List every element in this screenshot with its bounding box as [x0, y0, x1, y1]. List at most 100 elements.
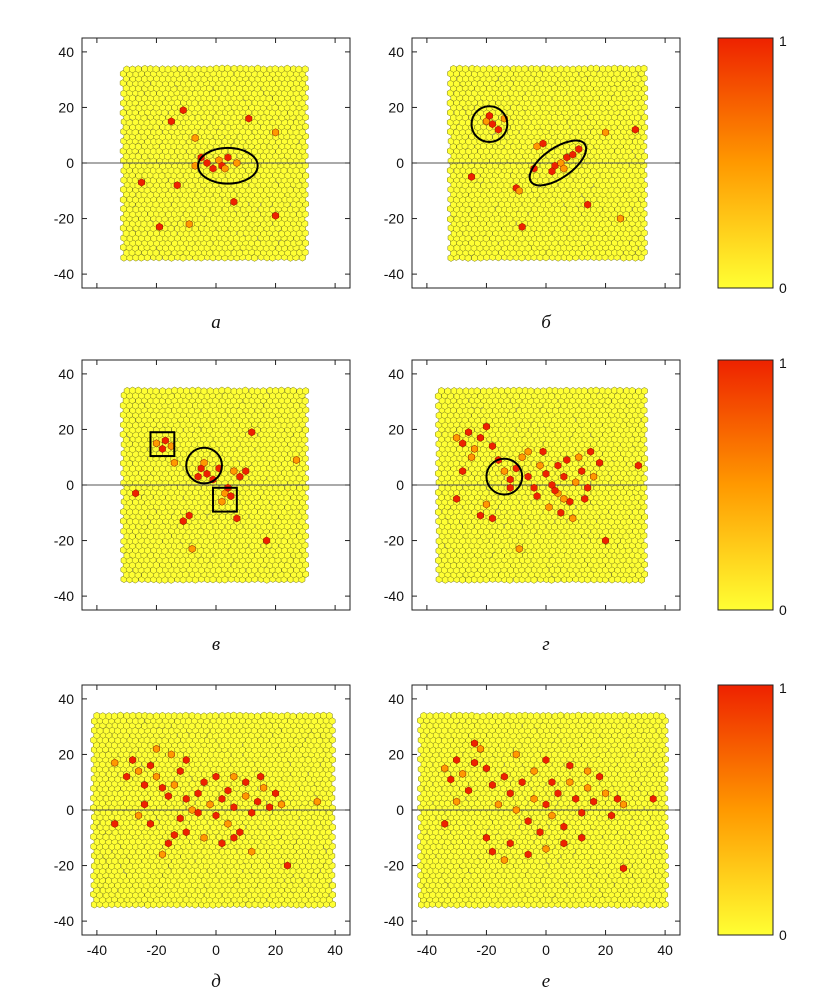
damaged-cell: [313, 797, 321, 806]
damaged-cell: [578, 467, 586, 476]
specimen-cells: [119, 64, 310, 262]
damaged-cell: [488, 442, 496, 451]
damaged-cell: [539, 139, 547, 148]
damaged-cell: [248, 847, 256, 856]
damaged-cell: [459, 769, 467, 778]
y-tick-label: -40: [384, 588, 404, 604]
damaged-cell: [468, 172, 476, 181]
damaged-cell: [182, 794, 190, 803]
damaged-cell: [209, 164, 217, 173]
damaged-cell: [488, 120, 496, 129]
damaged-cell: [482, 500, 490, 509]
damaged-cell: [476, 744, 484, 753]
damaged-cell: [194, 789, 202, 798]
damaged-cell: [152, 439, 160, 448]
damaged-cell: [578, 808, 586, 817]
damaged-cell: [135, 767, 143, 776]
damaged-cell: [283, 861, 291, 870]
specimen-cells: [417, 711, 669, 909]
damaged-cell: [292, 455, 300, 465]
colorbar-min-label: 0: [779, 280, 787, 296]
damaged-cell: [536, 828, 544, 837]
panel-3: 40 20 0 -20 -40 в: [54, 359, 351, 655]
damaged-cells: [111, 744, 321, 870]
damaged-cell: [218, 497, 226, 506]
damaged-cell: [242, 792, 250, 801]
damaged-cell: [221, 164, 229, 173]
damaged-cell: [173, 181, 181, 190]
damaged-cell: [254, 797, 262, 806]
damaged-cell: [453, 494, 461, 503]
damaged-cell: [132, 489, 140, 498]
damaged-cell: [548, 167, 556, 176]
damaged-cell: [206, 800, 214, 809]
damaged-cell: [587, 447, 595, 456]
damaged-cell: [236, 472, 244, 481]
damaged-cell: [123, 772, 131, 781]
damaged-cell: [230, 772, 238, 781]
damaged-cell: [560, 164, 568, 173]
damaged-cell: [453, 433, 461, 442]
highlight-ellipse: [185, 446, 223, 485]
damaged-cell: [506, 475, 514, 484]
damaged-cell: [218, 794, 226, 803]
damaged-cell: [272, 128, 280, 137]
damaged-cell: [515, 544, 523, 553]
damaged-cells: [468, 111, 639, 231]
y-tick-label: 20: [58, 421, 74, 437]
damaged-cells: [138, 106, 280, 231]
x-tick-label: 0: [542, 942, 550, 958]
colorbar-max-label: 1: [779, 355, 787, 371]
y-tick-label: -20: [54, 211, 74, 227]
damaged-cell: [111, 819, 119, 828]
damaged-cell: [524, 817, 532, 826]
damaged-cell: [488, 780, 496, 790]
damaged-cell: [500, 855, 508, 865]
panel-caption: г: [542, 634, 549, 655]
damaged-cell: [542, 755, 550, 765]
damaged-cell: [542, 844, 550, 853]
damaged-cell: [542, 469, 550, 478]
damaged-cell: [248, 428, 256, 437]
damaged-cell: [182, 755, 190, 765]
damaged-cell: [482, 764, 490, 773]
damaged-cell: [245, 114, 253, 123]
y-tick-label: -40: [54, 588, 74, 604]
highlight-ellipse: [485, 457, 524, 496]
damaged-cell: [185, 220, 193, 229]
y-tick-label: -40: [384, 913, 404, 929]
damaged-cell: [512, 805, 520, 815]
colorbar-max-label: 1: [779, 680, 787, 696]
panel-caption: д: [211, 971, 221, 992]
damaged-cell: [524, 472, 532, 481]
damaged-cell: [500, 772, 508, 781]
damaged-cells: [453, 422, 642, 553]
damaged-cell: [185, 511, 193, 520]
damaged-cell: [572, 794, 580, 803]
damaged-cell: [227, 492, 235, 501]
damaged-cell: [596, 458, 604, 467]
damaged-cell: [530, 794, 538, 803]
y-tick-label: 20: [388, 421, 404, 437]
damaged-cell: [548, 811, 556, 820]
damaged-cell: [465, 428, 473, 437]
damaged-cell: [176, 767, 184, 776]
panel-caption: б: [541, 312, 552, 333]
damaged-cell: [634, 461, 642, 470]
damaged-cell: [242, 778, 250, 787]
damaged-cell: [141, 800, 149, 809]
damaged-cell: [135, 811, 143, 820]
y-tick-label: 20: [58, 99, 74, 115]
panel-1: 40 20 0 -20 -40 а: [54, 37, 351, 333]
damaged-cell: [482, 833, 490, 842]
damaged-cell: [476, 433, 484, 442]
damaged-cell: [569, 514, 577, 523]
y-tick-label: 40: [388, 44, 404, 60]
damaged-cell: [575, 145, 583, 154]
damaged-cell: [230, 197, 238, 206]
damaged-cells: [441, 739, 657, 873]
damaged-cell: [230, 467, 238, 476]
x-tick-label: 0: [212, 942, 220, 958]
damaged-cell: [182, 828, 190, 837]
damaged-cell: [506, 789, 514, 798]
